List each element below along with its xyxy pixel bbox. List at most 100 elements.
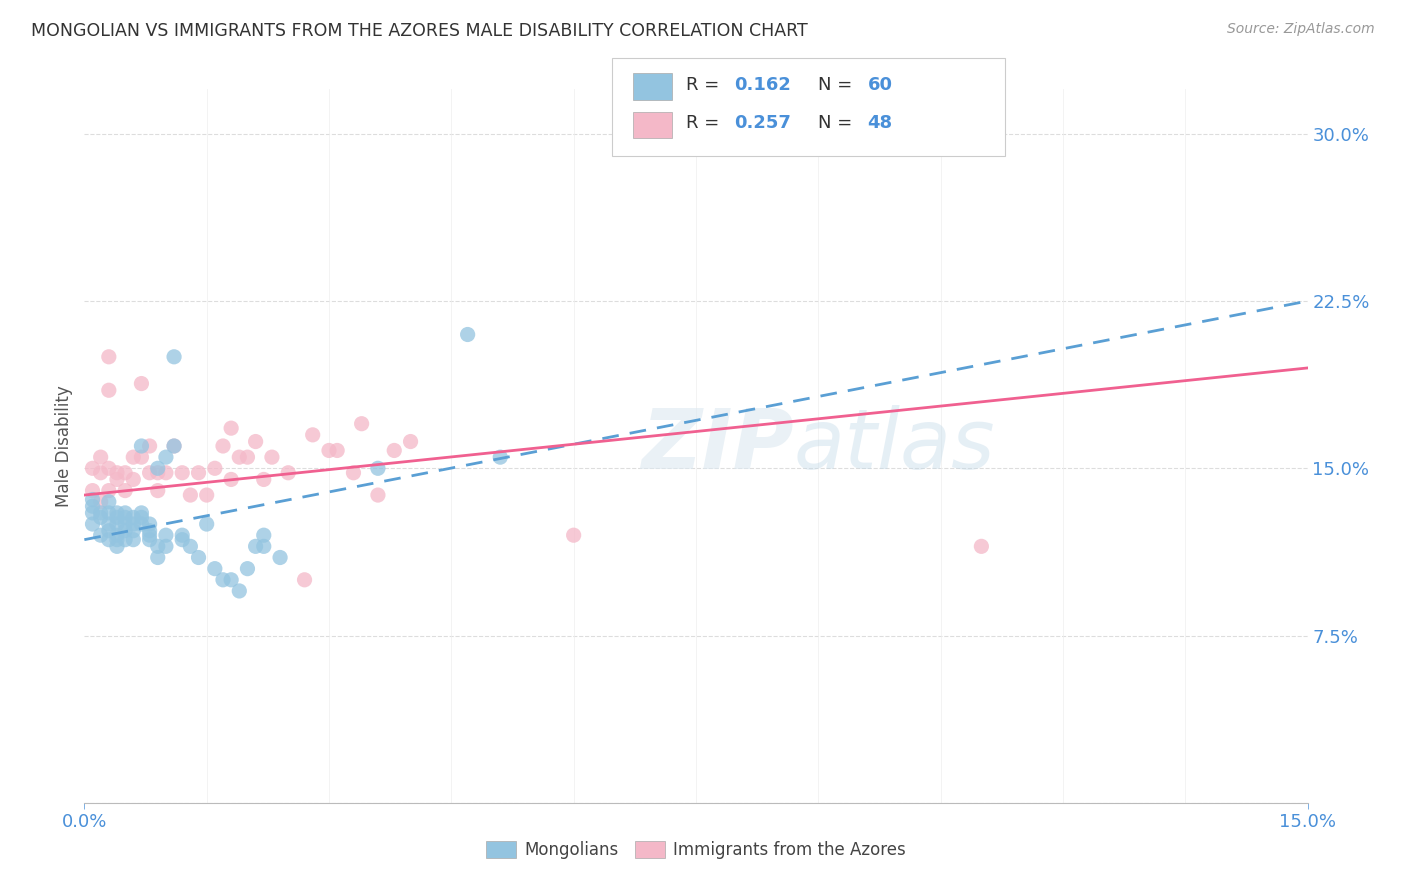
Point	[187, 550, 209, 565]
Point	[114, 483, 136, 498]
Point	[187, 466, 209, 480]
Point	[219, 473, 242, 487]
Point	[90, 450, 112, 464]
Point	[219, 573, 242, 587]
Point	[326, 443, 349, 458]
Point	[131, 450, 153, 464]
Text: 48: 48	[868, 114, 893, 132]
Point	[122, 510, 145, 524]
Point	[138, 524, 160, 538]
Point	[138, 533, 160, 547]
Point	[97, 494, 120, 508]
Point	[489, 450, 512, 464]
Point	[114, 533, 136, 547]
Point	[146, 466, 169, 480]
Point	[138, 528, 160, 542]
Point	[212, 573, 235, 587]
Point	[342, 466, 364, 480]
Point	[131, 439, 153, 453]
Text: 0.257: 0.257	[734, 114, 790, 132]
Point	[97, 461, 120, 475]
Point	[562, 528, 585, 542]
Point	[146, 461, 169, 475]
Point	[82, 461, 104, 475]
Point	[253, 539, 276, 553]
Point	[236, 450, 259, 464]
Point	[114, 506, 136, 520]
Point	[318, 443, 340, 458]
Point	[105, 516, 128, 531]
Point	[204, 461, 226, 475]
Point	[138, 516, 160, 531]
Point	[970, 539, 993, 553]
Point	[155, 539, 177, 553]
Point	[90, 494, 112, 508]
Point	[90, 528, 112, 542]
Point	[105, 533, 128, 547]
Point	[122, 516, 145, 531]
Text: R =: R =	[686, 114, 725, 132]
Text: N =: N =	[818, 114, 858, 132]
Point	[146, 483, 169, 498]
Point	[138, 439, 160, 453]
Point	[253, 473, 276, 487]
Y-axis label: Male Disability: Male Disability	[55, 385, 73, 507]
Point	[294, 573, 316, 587]
Point	[399, 434, 422, 449]
Point	[105, 528, 128, 542]
Point	[97, 533, 120, 547]
Point	[155, 450, 177, 464]
Point	[301, 427, 323, 442]
Point	[90, 506, 112, 520]
Point	[163, 439, 186, 453]
Point	[82, 506, 104, 520]
Point	[179, 539, 201, 553]
Point	[138, 466, 160, 480]
Point	[97, 524, 120, 538]
Point	[236, 562, 259, 576]
Point	[114, 466, 136, 480]
Point	[114, 510, 136, 524]
Point	[219, 421, 242, 435]
Point	[122, 473, 145, 487]
Text: Source: ZipAtlas.com: Source: ZipAtlas.com	[1227, 22, 1375, 37]
Point	[212, 439, 235, 453]
Point	[105, 466, 128, 480]
Point	[146, 550, 169, 565]
Point	[195, 516, 218, 531]
Point	[204, 562, 226, 576]
Text: ZIP: ZIP	[641, 406, 794, 486]
Point	[350, 417, 373, 431]
Point	[105, 510, 128, 524]
Point	[228, 450, 250, 464]
Point	[253, 528, 276, 542]
Point	[90, 466, 112, 480]
Point	[457, 327, 479, 342]
Text: MONGOLIAN VS IMMIGRANTS FROM THE AZORES MALE DISABILITY CORRELATION CHART: MONGOLIAN VS IMMIGRANTS FROM THE AZORES …	[31, 22, 807, 40]
Point	[90, 510, 112, 524]
Point	[172, 533, 194, 547]
Point	[155, 466, 177, 480]
Point	[122, 450, 145, 464]
Point	[97, 483, 120, 498]
Point	[82, 516, 104, 531]
Point	[163, 350, 186, 364]
Point	[105, 539, 128, 553]
Point	[105, 506, 128, 520]
Point	[367, 461, 389, 475]
Point	[260, 450, 283, 464]
Point	[131, 516, 153, 531]
Point	[245, 434, 267, 449]
Point	[131, 506, 153, 520]
Point	[97, 506, 120, 520]
Point	[269, 550, 291, 565]
Point	[172, 528, 194, 542]
Point	[245, 539, 267, 553]
Text: atlas: atlas	[794, 406, 995, 486]
Point	[195, 488, 218, 502]
Point	[131, 510, 153, 524]
Point	[172, 466, 194, 480]
Point	[163, 439, 186, 453]
Text: R =: R =	[686, 76, 725, 94]
Text: 0.162: 0.162	[734, 76, 790, 94]
